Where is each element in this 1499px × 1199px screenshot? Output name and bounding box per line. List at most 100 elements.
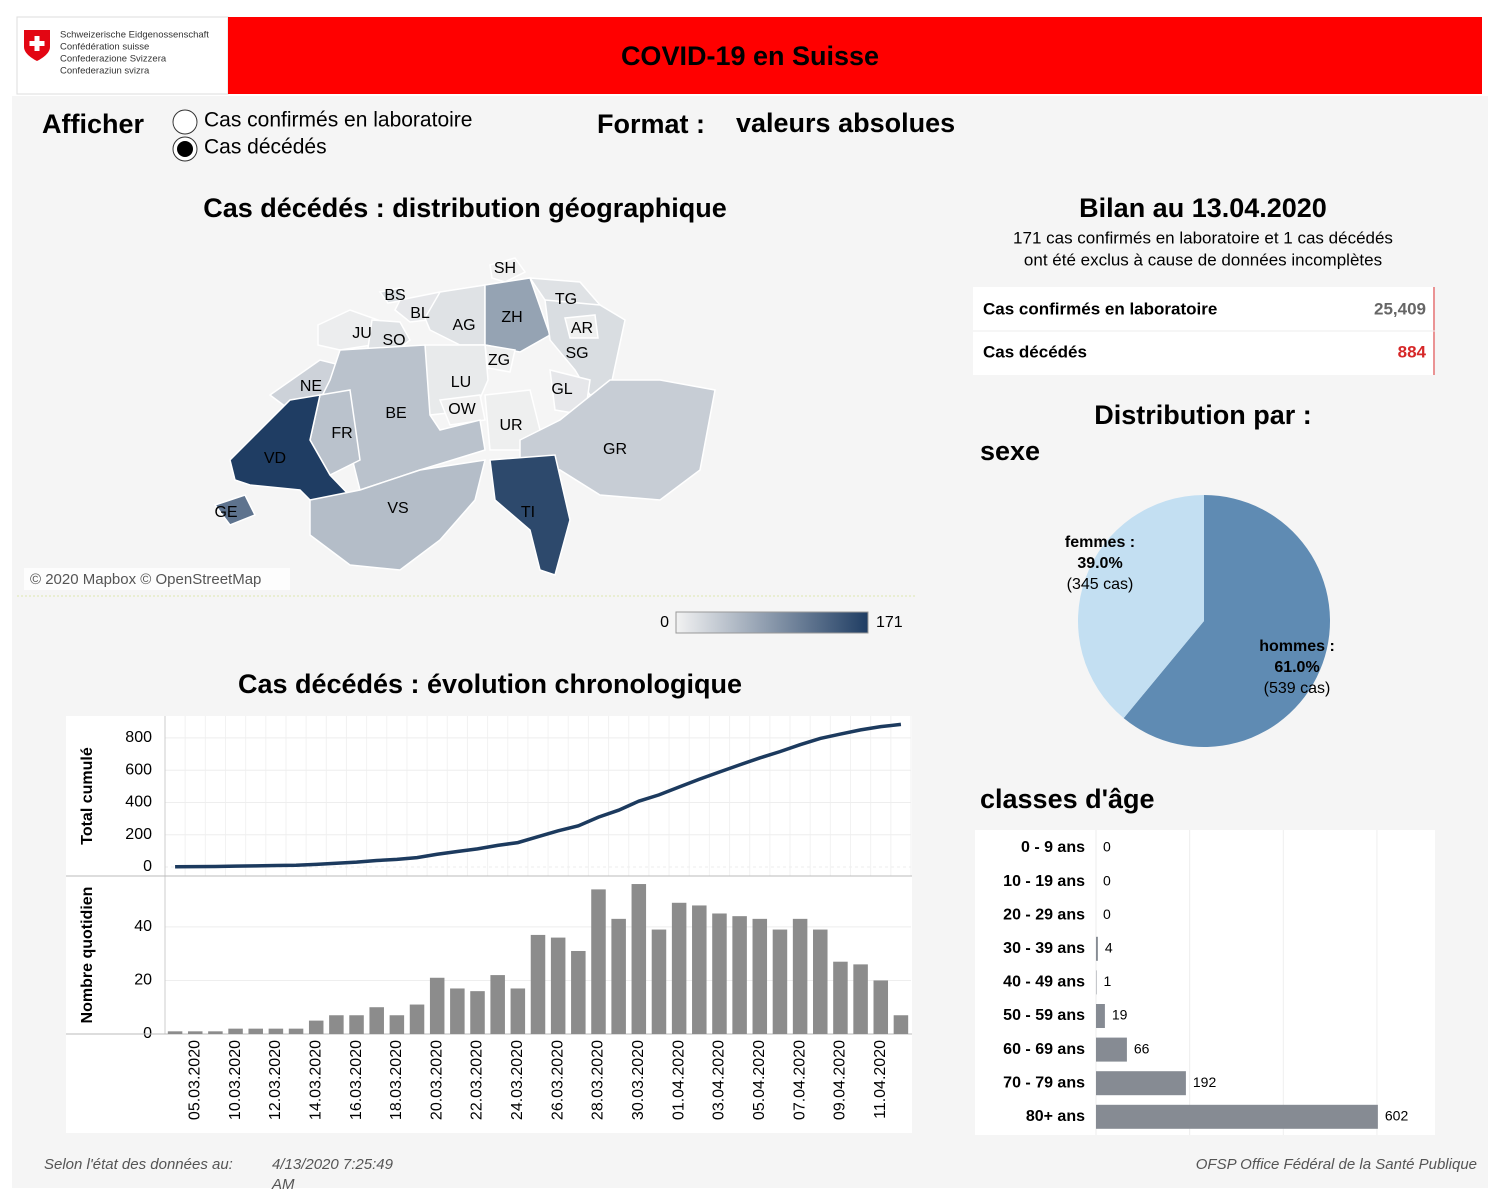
daily-bar[interactable]	[470, 991, 485, 1034]
attribution-bg	[24, 568, 290, 590]
age-value: 66	[1134, 1040, 1150, 1056]
canton[interactable]	[213, 494, 257, 526]
canton[interactable]	[484, 277, 551, 353]
canton[interactable]	[489, 257, 527, 283]
daily-bar[interactable]	[228, 1028, 243, 1034]
age-label: 40 - 49 ans	[1003, 974, 1085, 991]
summary-value: 884	[1398, 342, 1427, 361]
radio-button[interactable]	[172, 109, 198, 135]
daily-bar[interactable]	[692, 905, 707, 1034]
canton[interactable]	[309, 459, 487, 571]
daily-bar[interactable]	[450, 988, 465, 1034]
age-value: 4	[1105, 940, 1113, 956]
canton[interactable]	[438, 394, 486, 426]
daily-bar[interactable]	[490, 975, 505, 1034]
daily-bar[interactable]	[510, 988, 526, 1034]
daily-bar[interactable]	[308, 1020, 324, 1034]
daily-bar[interactable]	[631, 884, 647, 1034]
daily-bar[interactable]	[712, 913, 727, 1034]
y-tick-label: 0	[143, 858, 152, 875]
age-bar[interactable]	[1096, 936, 1098, 961]
x-tick-label: 22.03.2020	[469, 1040, 486, 1120]
x-tick-label: 12.03.2020	[267, 1040, 284, 1120]
age-value: 0	[1103, 872, 1111, 888]
daily-bar[interactable]	[853, 964, 868, 1034]
age-value: 192	[1193, 1074, 1217, 1090]
canton-label: GR	[603, 441, 627, 458]
daily-bar[interactable]	[671, 902, 687, 1034]
age-label: 70 - 79 ans	[1003, 1074, 1085, 1091]
daily-bar[interactable]	[208, 1031, 223, 1034]
x-tick-label: 07.04.2020	[791, 1040, 808, 1120]
logo-text: Confédération suisse	[60, 42, 149, 53]
age-label: 50 - 59 ans	[1003, 1007, 1085, 1024]
daily-bar[interactable]	[369, 1007, 384, 1034]
canton-label: SG	[565, 345, 588, 362]
daily-bar[interactable]	[813, 929, 828, 1034]
age-bar[interactable]	[1096, 1004, 1105, 1028]
daily-bar[interactable]	[893, 1015, 909, 1034]
canton-label: ZH	[501, 309, 522, 326]
logo-cross	[29, 36, 45, 51]
canton[interactable]	[489, 454, 571, 576]
logo-text: Schweizerische Eidgenossenschaft	[60, 30, 209, 41]
x-tick-label: 05.03.2020	[186, 1040, 203, 1120]
daily-bar[interactable]	[772, 929, 788, 1034]
age-label: 60 - 69 ans	[1003, 1041, 1085, 1058]
x-tick-label: 20.03.2020	[428, 1040, 445, 1120]
daily-bar[interactable]	[591, 889, 606, 1034]
canton-label: AR	[571, 320, 593, 337]
canton-label: FR	[331, 425, 352, 442]
page-title: COVID-19 en Suisse	[621, 41, 879, 71]
summary-value: 25,409	[1374, 299, 1426, 318]
age-bar[interactable]	[1096, 1104, 1378, 1129]
sex-title: Distribution par :	[1094, 400, 1312, 430]
format-value: valeurs absolues	[736, 108, 955, 138]
daily-bar[interactable]	[248, 1028, 263, 1034]
canton[interactable]	[564, 314, 599, 339]
afficher-label: Afficher	[42, 109, 145, 139]
daily-bar[interactable]	[409, 1004, 425, 1034]
age-label: 0 - 9 ans	[1021, 839, 1085, 856]
radio-label[interactable]: Cas confirmés en laboratoire	[204, 109, 472, 132]
daily-bar[interactable]	[187, 1031, 203, 1034]
daily-bar[interactable]	[550, 937, 566, 1034]
daily-bar[interactable]	[349, 1015, 364, 1034]
age-bar[interactable]	[1096, 1071, 1186, 1096]
y-tick-label: 400	[125, 794, 152, 811]
radio-label[interactable]: Cas décédés	[204, 136, 327, 159]
cumulative-line	[175, 722, 902, 869]
canton-label: LU	[451, 374, 471, 391]
x-tick-label: 01.04.2020	[670, 1040, 687, 1120]
daily-bar[interactable]	[732, 916, 747, 1034]
daily-bar[interactable]	[329, 1015, 344, 1034]
logo-text: Confederaziun svizra	[60, 66, 150, 77]
daily-bar[interactable]	[530, 934, 546, 1034]
daily-bar[interactable]	[792, 918, 808, 1034]
pie-slice[interactable]	[1078, 495, 1204, 719]
daily-bar[interactable]	[752, 918, 768, 1034]
canton-label: TI	[521, 504, 535, 521]
canton-label: GL	[551, 381, 572, 398]
daily-bar[interactable]	[268, 1028, 284, 1034]
daily-bar[interactable]	[429, 977, 445, 1034]
canton-label: AG	[452, 317, 475, 334]
age-bar[interactable]	[1096, 1037, 1127, 1062]
canton-label: VS	[387, 500, 408, 517]
age-panel	[975, 830, 1435, 1135]
daily-bar[interactable]	[288, 1028, 304, 1034]
daily-bar[interactable]	[389, 1015, 405, 1034]
daily-bar[interactable]	[167, 1031, 183, 1034]
daily-bar[interactable]	[873, 980, 889, 1034]
daily-bar[interactable]	[833, 961, 848, 1034]
daily-bar[interactable]	[651, 929, 667, 1034]
canton-label: UR	[499, 417, 522, 434]
pie-slice[interactable]	[1123, 495, 1331, 747]
radio-dot[interactable]	[177, 141, 193, 157]
daily-bar[interactable]	[611, 918, 626, 1034]
daily-bar[interactable]	[571, 950, 586, 1034]
age-value: 1	[1103, 973, 1111, 989]
x-tick-label: 24.03.2020	[509, 1040, 526, 1120]
sex-subtitle: sexe	[980, 436, 1040, 466]
